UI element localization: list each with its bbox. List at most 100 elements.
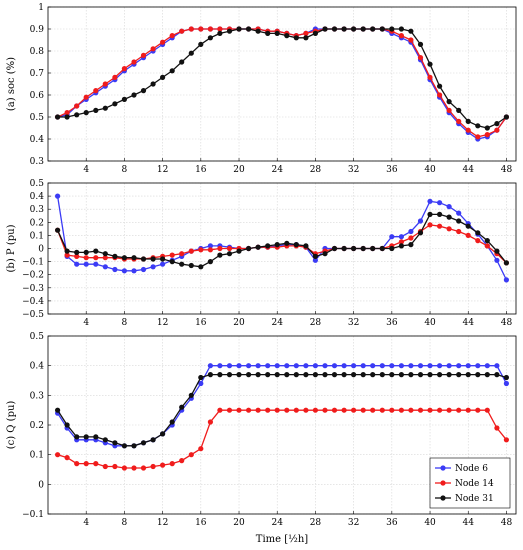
data-point — [93, 434, 99, 440]
y-tick-label: 0.5 — [30, 113, 45, 123]
x-tick-label: 36 — [386, 518, 398, 528]
data-point — [265, 372, 271, 378]
x-tick-label: 12 — [157, 518, 168, 528]
legend-swatch-marker — [440, 465, 446, 471]
data-point — [217, 252, 223, 258]
data-point — [131, 255, 137, 261]
data-point — [226, 372, 233, 378]
x-tick-label: 8 — [122, 165, 128, 175]
y-tick-label: 0 — [38, 245, 44, 255]
data-point — [74, 434, 80, 440]
data-point — [274, 407, 280, 413]
data-point — [331, 407, 338, 413]
data-point — [360, 26, 366, 32]
y-tick-label: 0.7 — [30, 69, 45, 79]
data-point — [398, 26, 404, 32]
data-point — [465, 127, 471, 133]
data-point — [475, 123, 481, 129]
x-tick-label: 48 — [501, 518, 513, 528]
y-tick-label: 0.9 — [30, 25, 45, 35]
data-point — [322, 407, 328, 413]
data-point — [102, 105, 108, 111]
data-point — [246, 372, 252, 378]
panel-2: −0.5−0.4−0.3−0.2−0.100.10.20.30.40.54 8 12… — [6, 179, 517, 328]
series-line — [57, 365, 507, 447]
data-point — [446, 363, 452, 369]
data-point — [456, 407, 462, 413]
y-tick-label: 0.3 — [30, 205, 45, 215]
data-point — [150, 437, 156, 443]
data-point — [217, 407, 223, 413]
data-point — [446, 407, 452, 413]
series-node-14 — [55, 26, 509, 140]
y-tick-label: −0.1 — [22, 258, 44, 268]
data-point — [236, 26, 242, 32]
data-point — [312, 372, 318, 378]
data-point — [303, 243, 309, 249]
y-tick-label: −0.4 — [22, 297, 44, 307]
data-point — [179, 28, 185, 34]
data-point — [465, 118, 471, 124]
data-point — [351, 26, 357, 32]
x-tick-label: 4 — [83, 165, 89, 175]
data-point — [284, 240, 290, 246]
data-point — [389, 234, 395, 240]
data-point — [446, 204, 452, 210]
data-point — [64, 248, 70, 254]
x-tick-label: 40 — [424, 165, 436, 175]
y-tick-label: 0.6 — [30, 91, 45, 101]
data-point — [246, 407, 252, 413]
data-point — [398, 33, 404, 39]
data-point — [121, 66, 127, 72]
y-tick-label: 0.5 — [30, 179, 45, 189]
data-point — [331, 363, 338, 369]
data-point — [112, 253, 118, 259]
data-point — [389, 363, 395, 369]
data-point — [312, 363, 318, 369]
data-point — [322, 251, 328, 257]
data-point — [102, 255, 108, 261]
data-point — [437, 200, 443, 206]
data-point — [437, 211, 443, 217]
y-axis-label: (b) P (pu) — [6, 224, 17, 272]
data-point — [150, 264, 156, 270]
y-tick-label: 0.3 — [30, 391, 45, 401]
data-point — [398, 234, 404, 240]
data-point — [465, 363, 471, 369]
data-point — [140, 256, 147, 262]
x-tick-label: 24 — [271, 318, 283, 328]
y-tick-label: −0.3 — [22, 284, 44, 294]
data-point — [74, 112, 80, 118]
data-point — [274, 372, 280, 378]
data-point — [503, 380, 509, 387]
data-point — [179, 59, 185, 65]
data-point — [312, 257, 318, 263]
data-point — [351, 372, 357, 378]
data-point — [370, 245, 376, 252]
data-point — [503, 437, 509, 443]
data-point — [150, 463, 156, 470]
data-point — [475, 230, 481, 236]
data-point — [64, 455, 70, 461]
series-node-14 — [55, 407, 509, 471]
data-point — [303, 30, 309, 36]
data-point — [217, 363, 223, 369]
data-point — [198, 446, 204, 452]
data-point — [446, 226, 452, 232]
legend-label: Node 31 — [455, 494, 494, 504]
data-point — [322, 26, 328, 32]
data-point — [83, 110, 89, 116]
data-point — [475, 407, 481, 413]
data-point — [427, 211, 433, 217]
data-point — [379, 363, 385, 369]
data-point — [198, 247, 204, 253]
data-point — [64, 422, 70, 428]
data-point — [150, 46, 156, 52]
data-point — [93, 261, 99, 267]
data-point — [160, 261, 166, 267]
data-point — [484, 132, 490, 138]
data-point — [121, 96, 127, 102]
data-point — [236, 372, 242, 378]
data-point — [188, 248, 194, 254]
data-point — [169, 68, 175, 74]
